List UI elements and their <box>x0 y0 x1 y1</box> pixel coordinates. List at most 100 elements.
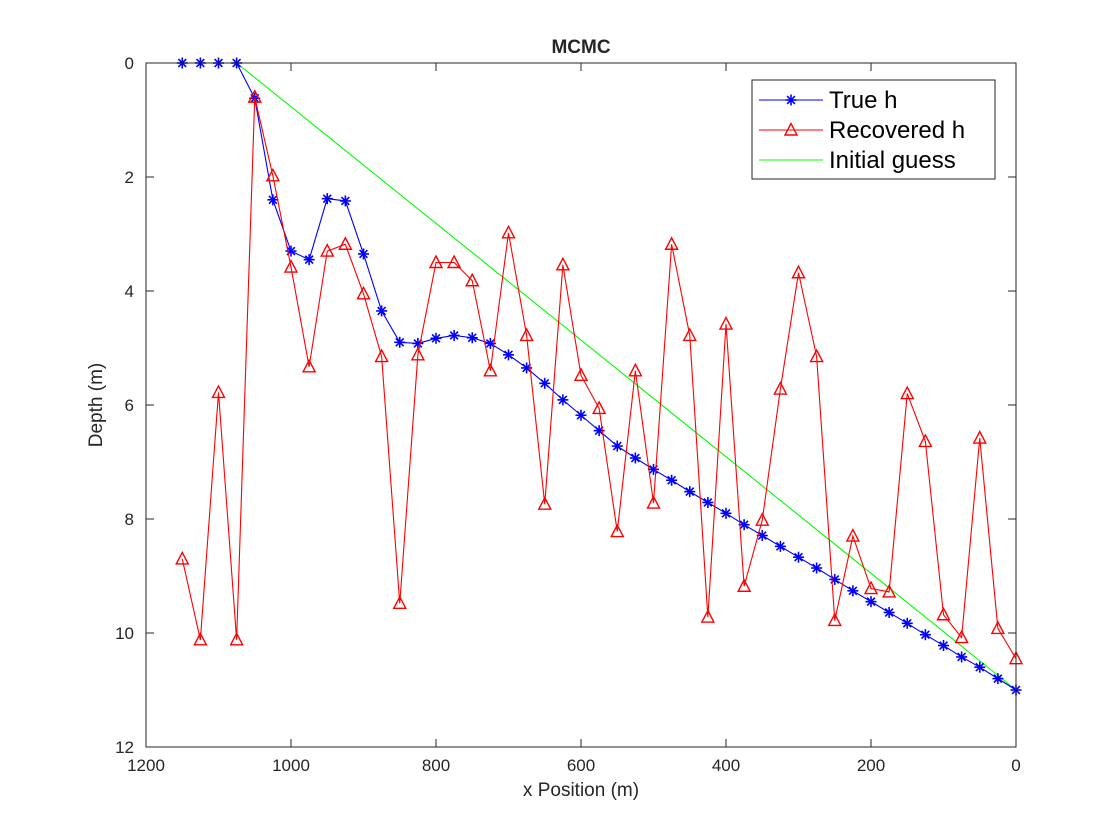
recovered-h-marker <box>265 167 281 182</box>
true-h-marker <box>267 194 279 206</box>
legend-label-recovered-h: Recovered h <box>829 117 965 144</box>
recovered-h-marker <box>428 254 444 269</box>
recovered-h-marker <box>591 400 607 415</box>
true-h-marker <box>666 474 678 486</box>
true-h-marker <box>684 486 696 498</box>
x-tick-label: 200 <box>857 756 885 775</box>
legend-entries: True h Recovered h Initial guess <box>759 87 965 174</box>
recovered-h-marker <box>610 523 625 538</box>
true-h-marker <box>847 585 859 597</box>
true-h-marker <box>865 596 877 608</box>
recovered-h-marker <box>175 550 190 565</box>
recovered-h-marker <box>338 236 353 250</box>
true-h-marker <box>557 394 569 406</box>
recovered-h-marker <box>791 264 806 279</box>
recovered-h-marker <box>537 496 552 510</box>
recovered-h-series <box>175 89 1024 665</box>
true-h-marker <box>720 507 732 519</box>
legend-marker-true-h <box>785 94 797 106</box>
recovered-h-marker <box>736 578 752 592</box>
y-tick-label: 4 <box>125 282 134 301</box>
legend-entry-initial-guess: Initial guess <box>759 147 956 174</box>
recovered-h-marker <box>682 327 697 342</box>
recovered-h-marker <box>646 495 661 509</box>
series-layer <box>175 57 1024 696</box>
true-h-marker <box>738 519 750 531</box>
recovered-h-marker <box>555 256 571 271</box>
y-tick-label: 10 <box>115 624 134 643</box>
true-h-marker <box>938 640 949 652</box>
recovered-h-marker <box>773 381 788 395</box>
true-h-marker <box>376 305 388 317</box>
y-tick-label: 8 <box>125 510 134 529</box>
true-h-marker <box>503 349 514 361</box>
recovered-h-marker <box>193 631 208 646</box>
recovered-h-marker <box>664 236 679 250</box>
x-tick-label: 1000 <box>272 756 310 775</box>
recovered-h-marker <box>900 385 915 400</box>
true-h-marker <box>774 540 786 552</box>
recovered-h-marker <box>483 362 498 377</box>
recovered-h-marker <box>954 629 969 644</box>
true-h-marker <box>919 629 931 641</box>
true-h-marker <box>466 332 478 344</box>
initial-guess-line <box>236 62 1017 691</box>
legend: True h Recovered h Initial guess <box>751 79 996 180</box>
recovered-h-marker <box>410 346 426 361</box>
true-h-marker <box>883 606 895 618</box>
legend-label-initial-guess: Initial guess <box>829 147 956 174</box>
true-h-marker <box>992 673 1004 685</box>
recovered-h-marker <box>301 358 317 373</box>
initial-guess-series <box>236 62 1017 691</box>
recovered-h-marker <box>809 348 824 363</box>
recovered-h-marker <box>718 316 734 330</box>
true-h-marker <box>901 617 913 629</box>
recovered-h-marker <box>446 254 462 269</box>
true-h-marker <box>303 254 315 266</box>
chart-title: MCMC <box>551 37 610 58</box>
true-h-marker <box>539 377 551 389</box>
recovered-h-marker <box>755 512 770 526</box>
true-h-marker <box>321 193 333 205</box>
recovered-h-marker <box>990 620 1006 635</box>
recovered-h-marker <box>918 433 933 448</box>
true-h-marker <box>611 440 623 452</box>
legend-entry-true-h: True h <box>759 87 897 114</box>
true-h-marker <box>358 248 369 260</box>
true-h-marker <box>575 409 587 421</box>
recovered-h-marker <box>845 528 861 542</box>
legend-marker-recovered-h <box>783 121 799 136</box>
recovered-h-marker <box>972 430 987 444</box>
recovered-h-marker <box>700 609 716 623</box>
true-h-marker <box>448 329 460 341</box>
true-h-marker <box>702 496 714 508</box>
recovered-h-marker <box>320 243 335 257</box>
true-h-marker <box>339 195 351 207</box>
legend-label-true-h: True h <box>829 87 897 114</box>
y-tick-label: 6 <box>125 396 134 415</box>
recovered-h-marker <box>863 580 879 595</box>
recovered-h-marker <box>465 272 480 287</box>
recovered-h-line <box>181 97 1017 659</box>
true-h-marker <box>974 661 986 673</box>
recovered-h-marker <box>881 583 897 598</box>
true-h-marker <box>811 562 823 574</box>
recovered-h-marker <box>247 89 262 103</box>
recovered-h-marker <box>936 606 951 621</box>
x-tick-label: 800 <box>422 756 450 775</box>
true-h-marker <box>829 573 841 585</box>
x-tick-label: 600 <box>567 756 595 775</box>
y-axis-label: Depth (m) <box>86 363 107 447</box>
true-h-marker <box>793 551 804 563</box>
recovered-h-marker <box>229 631 244 646</box>
x-tick-label: 1200 <box>127 756 165 775</box>
legend-entry-recovered-h: Recovered h <box>759 117 965 144</box>
x-tick-label: 0 <box>1011 756 1020 775</box>
true-h-marker <box>430 332 442 344</box>
true-h-marker <box>629 452 641 464</box>
y-tick-label: 0 <box>125 54 134 73</box>
recovered-h-marker <box>356 285 371 300</box>
recovered-h-marker <box>628 362 643 377</box>
recovered-h-marker <box>573 367 589 382</box>
